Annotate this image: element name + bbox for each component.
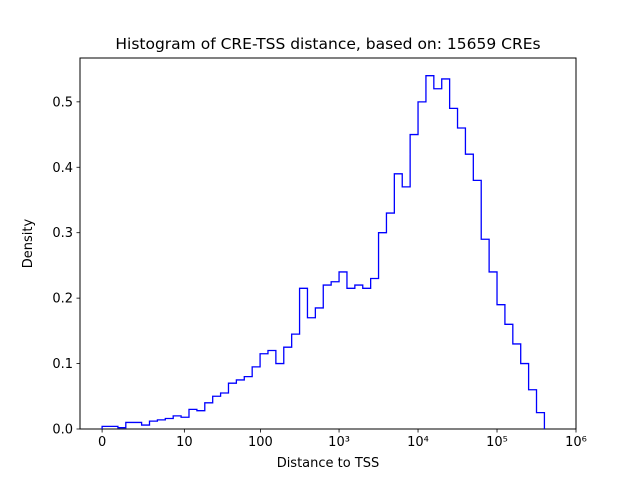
x-axis-label: Distance to TSS — [277, 456, 380, 471]
axes-frame — [79, 57, 577, 430]
y-tick-label: 0.2 — [52, 292, 73, 307]
y-tick-label: 0.5 — [52, 95, 73, 110]
x-tick-label: 10 — [176, 435, 193, 450]
plot-area: 0 10 100 10³ 10⁴ 10⁵ 10⁶ 0.0 0.1 0.2 0.3 0.4 0.5 — [52, 57, 587, 450]
x-tick-label: 100 — [248, 435, 273, 450]
y-tick-label: 0.0 — [52, 423, 73, 438]
x-tick-label: 10⁶ — [565, 435, 587, 450]
y-tick-label: 0.4 — [52, 161, 73, 176]
x-tick-label: 10⁴ — [407, 435, 429, 450]
y-tick-label: 0.3 — [52, 226, 73, 241]
chart-title: Histogram of CRE-TSS distance, based on:… — [115, 35, 540, 53]
y-axis-label: Density — [21, 218, 36, 268]
x-tick-label: 0 — [98, 435, 106, 450]
histogram-step-line — [101, 75, 546, 429]
x-tick-label: 10⁵ — [486, 435, 508, 450]
x-tick-label: 10³ — [328, 435, 350, 450]
y-tick-label: 0.1 — [52, 357, 73, 372]
